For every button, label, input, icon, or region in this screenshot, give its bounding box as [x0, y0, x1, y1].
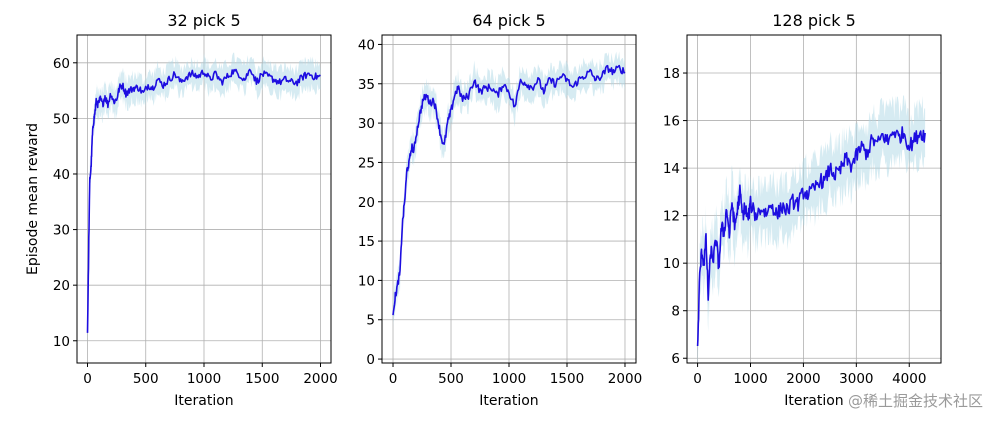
x-tick-label: 1000 — [492, 371, 526, 387]
y-tick-label: 30 — [53, 223, 70, 239]
y-tick-label: 60 — [53, 56, 70, 72]
y-tick-label: 6 — [671, 351, 680, 367]
x-tick-label: 500 — [438, 371, 464, 387]
y-tick-label: 10 — [358, 273, 375, 289]
y-tick-label: 10 — [663, 256, 680, 272]
x-tick-label: 0 — [389, 371, 398, 387]
y-tick-label: 5 — [366, 313, 375, 329]
x-tick-label: 3000 — [839, 371, 873, 387]
y-tick-label: 30 — [358, 116, 375, 132]
x-axis-label: Iteration — [174, 393, 233, 409]
y-tick-label: 12 — [663, 209, 680, 225]
x-tick-label: 2000 — [608, 371, 642, 387]
x-tick-label: 0 — [693, 371, 702, 387]
y-tick-label: 16 — [663, 114, 680, 130]
y-tick-label: 8 — [671, 304, 680, 320]
y-tick-label: 20 — [53, 278, 70, 294]
y-tick-label: 40 — [358, 37, 375, 53]
x-axis-label: Iteration — [784, 393, 843, 409]
y-tick-label: 10 — [53, 334, 70, 350]
axes-frame — [686, 34, 942, 364]
y-tick-label: 25 — [358, 155, 375, 171]
y-tick-label: 20 — [358, 195, 375, 211]
watermark-text: @稀土掘金技术社区 — [848, 392, 983, 410]
x-tick-label: 500 — [133, 371, 159, 387]
x-tick-label: 2000 — [303, 371, 337, 387]
y-tick-label: 50 — [53, 111, 70, 127]
mean-reward-line — [86, 68, 321, 333]
y-tick-label: 40 — [53, 167, 70, 183]
y-tick-label: 0 — [366, 352, 375, 368]
x-axis-label: Iteration — [479, 393, 538, 409]
chart-title: 128 pick 5 — [772, 11, 856, 30]
mean-reward-line — [696, 126, 926, 347]
x-tick-label: 4000 — [892, 371, 926, 387]
y-axis-label: Episode mean reward — [25, 123, 41, 275]
y-tick-label: 18 — [663, 66, 680, 82]
x-tick-label: 1000 — [187, 371, 221, 387]
chart-panel-2: 0 500 1000 1500 2000 0 5 10 15 20 25 30 35 40 64 pick … — [358, 11, 642, 409]
chart-title: 32 pick 5 — [167, 11, 240, 30]
x-tick-label: 1500 — [550, 371, 584, 387]
y-tick-label: 35 — [358, 77, 375, 93]
x-tick-label: 2000 — [786, 371, 820, 387]
variance-band — [393, 51, 625, 329]
chart-panel-3: 0 1000 2000 3000 4000 6 8 10 12 14 16 18 128 pick 5 I… — [663, 11, 942, 409]
x-tick-label: 0 — [83, 371, 92, 387]
y-tick-label: 14 — [663, 161, 680, 177]
x-tick-label: 1000 — [733, 371, 767, 387]
chart-panel-1: 0 500 1000 1500 2000 10 20 30 40 50 60 32 pick 5 Ite… — [53, 11, 338, 409]
variance-band — [697, 95, 926, 363]
y-tick-label: 15 — [358, 234, 375, 250]
chart-title: 64 pick 5 — [472, 11, 545, 30]
mean-reward-line — [392, 64, 626, 316]
x-tick-label: 1500 — [245, 371, 279, 387]
